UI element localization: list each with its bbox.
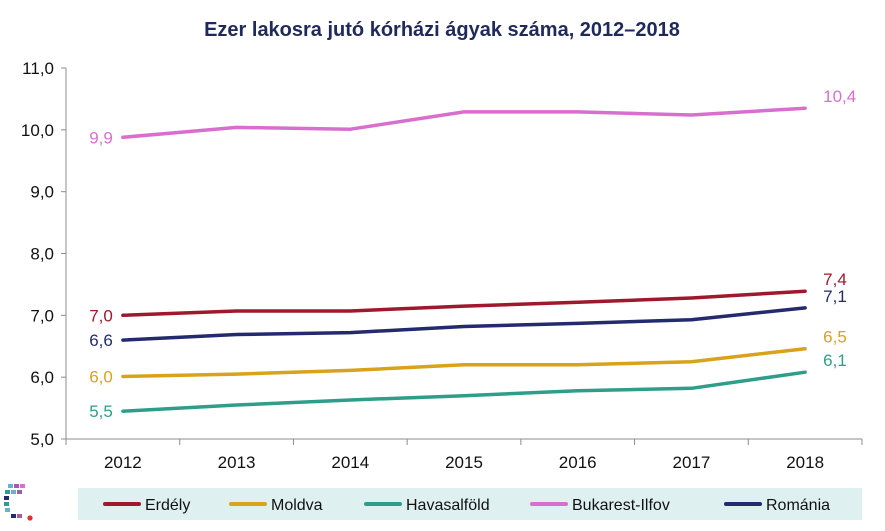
data-label-erdely-last: 7,4: [823, 270, 847, 289]
y-tick-label: 10,0: [21, 121, 54, 140]
x-tick-label: 2012: [104, 453, 142, 472]
data-label-havasalfold-first: 5,5: [89, 402, 113, 421]
data-label-bukarest-ilfov-last: 10,4: [823, 87, 856, 106]
y-tick-label: 11,0: [22, 59, 54, 78]
x-tick-label: 2018: [786, 453, 824, 472]
chart-title: Ezer lakosra jutó kórházi ágyak száma, 2…: [204, 19, 680, 41]
y-tick-label: 8,0: [30, 245, 54, 264]
series-line-havasalfold: [121, 370, 807, 413]
legend-label: Havasalföld: [406, 497, 490, 514]
legend: Erdély Moldva Havasalföld Bukarest-Ilfov Rom…: [103, 497, 830, 514]
y-tick-label: 9,0: [30, 183, 54, 202]
legend-label: Moldva: [271, 497, 323, 514]
x-tick-label: 2014: [331, 453, 369, 472]
legend-item-moldva: Moldva: [229, 497, 323, 514]
series-line-bukarest-ilfov: [121, 106, 807, 140]
legend-item-erdely: Erdély: [103, 497, 190, 514]
x-tick-label: 2013: [218, 453, 256, 472]
legend-label: Románia: [766, 497, 830, 514]
logo-icon: [4, 484, 33, 521]
legend-label: Bukarest-Ilfov: [572, 497, 670, 514]
series-layer: [121, 106, 807, 413]
x-tick-label: 2016: [559, 453, 597, 472]
data-label-moldva-last: 6,5: [823, 328, 847, 347]
legend-item-havasalfold: Havasalföld: [364, 497, 490, 514]
x-tick-label: 2017: [673, 453, 711, 472]
series-line-romania: [121, 306, 807, 342]
legend-label: Erdély: [145, 497, 190, 514]
axes: 5,0 6,0 7,0 8,0 9,0 10,0 11,0 2012 2013 2014 2015 2…: [21, 59, 863, 472]
y-tick-label: 7,0: [30, 306, 54, 325]
data-label-erdely-first: 7,0: [89, 306, 113, 325]
series-line-erdely: [121, 289, 807, 318]
data-label-romania-last: 7,1: [823, 287, 847, 306]
y-tick-label: 6,0: [30, 368, 54, 387]
y-tick-label: 5,0: [30, 430, 54, 449]
data-label-bukarest-ilfov-first: 9,9: [89, 128, 113, 147]
legend-item-bukarest-ilfov: Bukarest-Ilfov: [530, 497, 670, 514]
data-label-romania-first: 6,6: [89, 331, 113, 350]
data-label-moldva-first: 6,0: [89, 368, 113, 387]
legend-item-romania: Románia: [724, 497, 830, 514]
series-line-moldva: [121, 346, 807, 379]
data-labels: 7,0 7,4 6,0 6,5 5,5 6,1 9,9 10,4 6,6 7,1: [89, 87, 856, 421]
data-label-havasalfold-last: 6,1: [823, 351, 847, 370]
x-tick-label: 2015: [445, 453, 483, 472]
